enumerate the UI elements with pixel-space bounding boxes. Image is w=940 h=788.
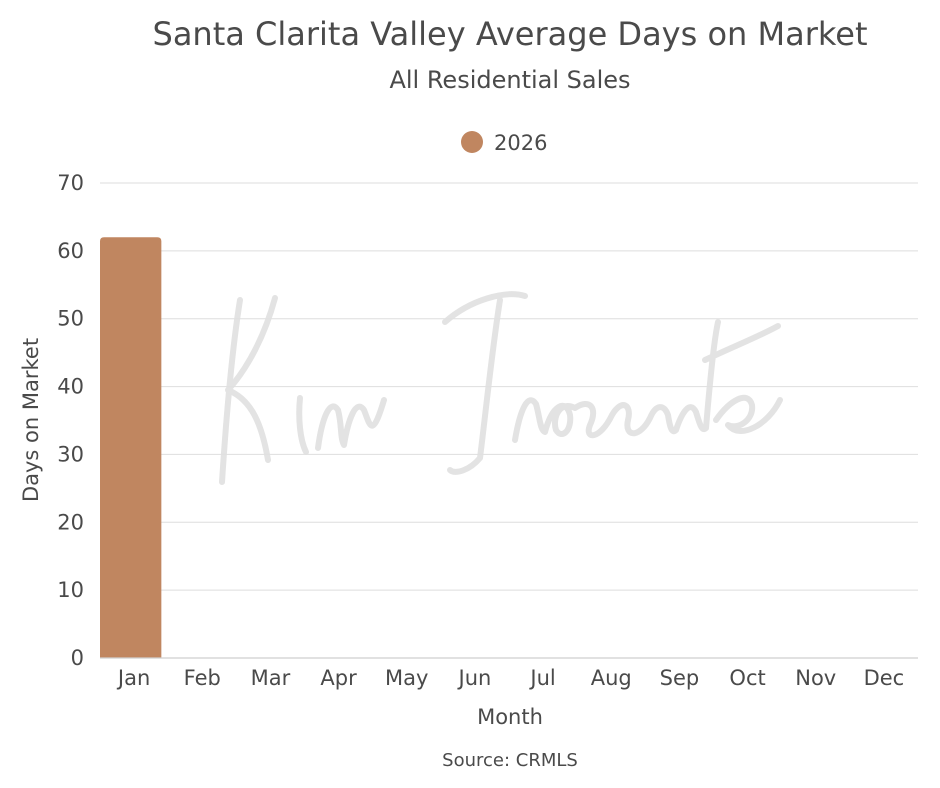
bars: [100, 237, 162, 659]
legend-label-2026: 2026: [494, 131, 547, 155]
x-tick-label: Oct: [729, 666, 765, 690]
watermark-nocente: [512, 319, 783, 443]
legend: 2026: [461, 131, 547, 155]
bar-jan: [100, 237, 162, 659]
y-tick-label: 60: [57, 239, 84, 263]
y-axis-title: Days on Market: [19, 338, 43, 502]
watermark-k-arm: [225, 295, 278, 463]
x-tick-label: Jul: [528, 666, 555, 690]
y-tick-label: 10: [57, 578, 84, 602]
y-tick-label: 50: [57, 307, 84, 331]
x-tick-label: Feb: [184, 666, 221, 690]
x-axis-ticks: Jan Feb Mar Apr May Jun Jul Aug Sep Oct Nov Dec: [116, 666, 904, 690]
x-tick-label: Mar: [251, 666, 291, 690]
gridlines: [100, 182, 918, 591]
x-axis-title: Month: [477, 705, 543, 729]
x-tick-label: Nov: [795, 666, 836, 690]
y-axis-ticks: 0 10 20 30 40 50 60 70: [57, 171, 84, 670]
watermark-signature: [219, 291, 783, 485]
legend-marker-2026: [461, 131, 483, 153]
x-tick-label: Sep: [660, 666, 700, 690]
x-tick-label: Dec: [864, 666, 905, 690]
watermark-i: [296, 395, 309, 455]
x-tick-label: Jun: [457, 666, 492, 690]
y-tick-label: 20: [57, 510, 84, 534]
watermark-m: [315, 397, 387, 451]
chart-title: Santa Clarita Valley Average Days on Mar…: [153, 15, 868, 53]
x-tick-label: Apr: [320, 666, 357, 690]
source-note: Source: CRMLS: [442, 750, 578, 771]
y-tick-label: 70: [57, 171, 84, 195]
x-tick-label: Jan: [116, 666, 150, 690]
y-tick-label: 40: [57, 375, 84, 399]
watermark-capital-i: [442, 291, 528, 475]
x-tick-label: May: [385, 666, 428, 690]
y-tick-label: 0: [71, 646, 84, 670]
x-tick-label: Aug: [591, 666, 632, 690]
y-tick-label: 30: [57, 442, 84, 466]
chart-subtitle: All Residential Sales: [389, 66, 630, 94]
